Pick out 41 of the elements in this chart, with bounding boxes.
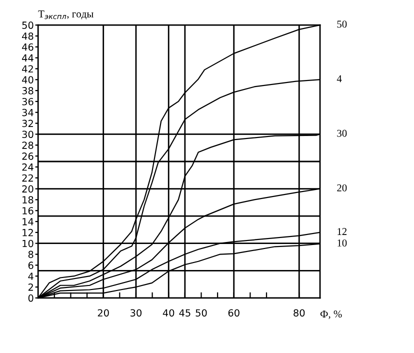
y-tick-label: 8	[28, 250, 34, 258]
y-tick-label: 36	[22, 98, 34, 106]
y-tick-label: 44	[22, 54, 34, 62]
x-axis-title: Ф, %	[320, 310, 342, 320]
y-tick-label: 28	[22, 142, 34, 149]
x-tick-label: 50	[196, 309, 207, 317]
y-tick-label: 40	[22, 76, 34, 84]
y-tick-label: 34	[22, 108, 34, 116]
y-tick-label: 30	[22, 130, 34, 138]
series-label: 30	[337, 130, 347, 137]
y-tick-label: 12	[22, 228, 33, 236]
series-label: 10	[338, 239, 347, 247]
y-tick-label: 38	[22, 87, 34, 94]
y-tick-label: 2	[28, 283, 33, 291]
y-tick-label: 14	[22, 218, 34, 226]
y-tick-label: 42	[22, 65, 33, 72]
series-label: 50	[337, 20, 347, 28]
series-label: 12	[338, 228, 347, 235]
x-tick-label: 30	[130, 309, 142, 317]
y-tick-label: 16	[22, 207, 34, 214]
y-tick-label: 18	[22, 196, 34, 204]
y-tick-label: 24	[22, 163, 34, 171]
x-tick-label: 40	[162, 309, 174, 317]
y-tick-label: 50	[22, 22, 34, 29]
x-tick-label: 60	[228, 309, 240, 317]
y-tick-label: 26	[22, 152, 34, 160]
y-tick-label: 46	[22, 43, 34, 51]
y-tick-label: 20	[22, 185, 34, 193]
y-tick-label: 10	[22, 240, 34, 248]
series-label: 20	[337, 184, 347, 192]
x-tick-label: 45	[179, 309, 190, 317]
x-tick-label: 20	[98, 309, 109, 317]
y-axis-title: T$_{экспл}$, годы	[38, 10, 94, 20]
series-label: 4	[336, 75, 342, 82]
y-tick-label: 22	[22, 174, 33, 182]
y-tick-label: 0	[28, 294, 34, 302]
x-tick-label: 80	[294, 309, 305, 317]
y-tick-label: 4	[28, 272, 34, 280]
y-tick-label: 32	[22, 120, 33, 128]
y-tick-label: 6	[28, 262, 34, 270]
y-tick-label: 48	[22, 32, 34, 40]
